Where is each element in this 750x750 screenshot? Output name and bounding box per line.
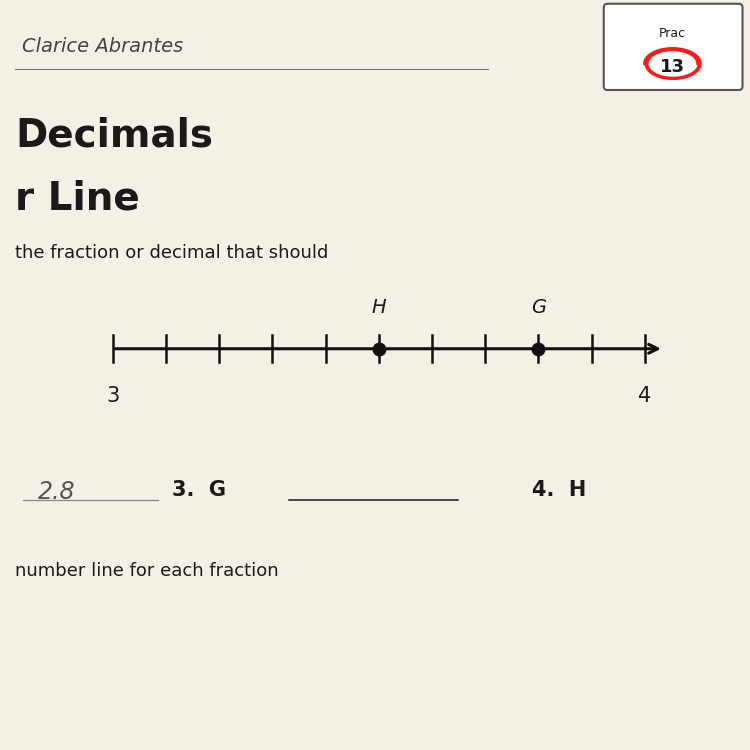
Text: the fraction or decimal that should: the fraction or decimal that should xyxy=(15,244,328,262)
Text: 13: 13 xyxy=(660,58,686,76)
Text: Prac: Prac xyxy=(659,27,686,40)
Text: G: G xyxy=(531,298,546,317)
Text: number line for each fraction: number line for each fraction xyxy=(15,562,279,580)
Text: 4.  H: 4. H xyxy=(532,480,586,500)
Text: 2.8: 2.8 xyxy=(38,480,75,504)
Text: 3.  G: 3. G xyxy=(172,480,226,500)
Text: H: H xyxy=(371,298,386,317)
Text: 4: 4 xyxy=(638,386,652,406)
Text: r Line: r Line xyxy=(15,180,140,218)
Text: Decimals: Decimals xyxy=(15,116,213,154)
Text: 3: 3 xyxy=(106,386,119,406)
Text: Clarice Abrantes: Clarice Abrantes xyxy=(22,38,184,56)
FancyBboxPatch shape xyxy=(604,4,742,90)
